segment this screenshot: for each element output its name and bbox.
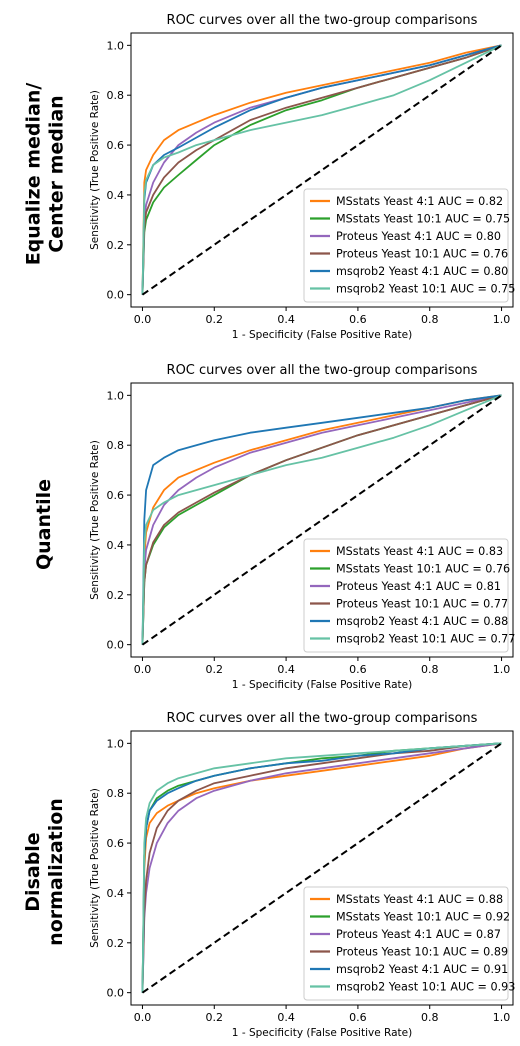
- roc-series-line: [141, 394, 502, 645]
- x-tick-label: 0.8: [421, 663, 439, 676]
- roc-series-line: [141, 394, 502, 645]
- legend-entry: msqrob2 Yeast 4:1 AUC = 0.80: [336, 265, 508, 278]
- legend: MSstats Yeast 4:1 AUC = 0.83 MSstats Yeas…: [303, 538, 515, 653]
- legend-entry: msqrob2 Yeast 4:1 AUC = 0.88: [336, 615, 508, 628]
- legend-entry: MSstats Yeast 4:1 AUC = 0.88: [336, 893, 503, 906]
- y-tick-label: 0.4: [107, 887, 125, 900]
- y-tick-label: 0.2: [107, 239, 125, 252]
- y-tick-label: 0.0: [107, 289, 125, 302]
- legend-entry: MSstats Yeast 4:1 AUC = 0.82: [336, 195, 503, 208]
- legend-entry: msqrob2 Yeast 10:1 AUC = 0.75: [336, 283, 515, 296]
- chart-title: ROC curves over all the two-group compar…: [167, 711, 478, 726]
- x-axis-label: 1 - Specificity (False Positive Rate): [232, 679, 412, 691]
- roc-series-line: [141, 44, 502, 295]
- roc-series-line: [141, 742, 502, 993]
- diagonal-reference-line: [141, 742, 503, 994]
- legend: MSstats Yeast 4:1 AUC = 0.88 MSstats Yeas…: [303, 886, 515, 1001]
- roc-series-line: [141, 394, 502, 645]
- legend-entry: msqrob2 Yeast 10:1 AUC = 0.93: [336, 981, 515, 994]
- roc-chart: ROC curves over all the two-group compar…: [89, 711, 515, 1039]
- chart-title: ROC curves over all the two-group compar…: [167, 363, 478, 378]
- y-tick-label: 0.8: [107, 89, 125, 102]
- roc-panel-3: Disable normalization ROC curves over all…: [0, 698, 520, 1046]
- axes-frame: [130, 730, 514, 1006]
- roc-chart: ROC curves over all the two-group compar…: [89, 363, 515, 691]
- y-tick-label: 0.6: [107, 489, 125, 502]
- x-tick-label: 1.0: [493, 313, 511, 326]
- roc-series-line: [141, 394, 502, 645]
- legend-box: [303, 188, 509, 303]
- roc-panel-2: Quantile ROC curves over all the two-grou…: [0, 350, 520, 698]
- y-axis-label: Sensitivity (True Positive Rate): [89, 90, 101, 250]
- y-tick-label: 0.4: [107, 189, 125, 202]
- x-tick-label: 0.4: [277, 1011, 295, 1024]
- y-tick-label: 0.0: [107, 987, 125, 1000]
- x-tick-label: 0.8: [421, 1011, 439, 1024]
- legend-entry: msqrob2 Yeast 4:1 AUC = 0.91: [336, 963, 508, 976]
- diagonal-reference-line: [141, 44, 503, 296]
- x-tick-label: 0.0: [134, 663, 152, 676]
- x-tick-label: 0.0: [134, 1011, 152, 1024]
- roc-series-line: [141, 742, 502, 993]
- roc-series-line: [141, 742, 502, 993]
- x-axis-label: 1 - Specificity (False Positive Rate): [232, 329, 412, 341]
- roc-series-line: [141, 44, 502, 295]
- legend-entry: MSstats Yeast 4:1 AUC = 0.83: [336, 545, 503, 558]
- x-tick-label: 0.8: [421, 313, 439, 326]
- roc-series-line: [141, 742, 502, 993]
- x-tick-label: 0.6: [349, 663, 367, 676]
- axes-frame: [130, 382, 514, 658]
- chart-title: ROC curves over all the two-group compar…: [167, 13, 478, 28]
- legend-entry: MSstats Yeast 10:1 AUC = 0.92: [336, 911, 510, 924]
- y-tick-label: 0.2: [107, 589, 125, 602]
- legend-box: [303, 886, 509, 1001]
- x-tick-label: 0.0: [134, 313, 152, 326]
- x-tick-label: 0.4: [277, 663, 295, 676]
- x-tick-label: 0.2: [206, 313, 224, 326]
- x-tick-label: 0.6: [349, 1011, 367, 1024]
- x-tick-label: 0.4: [277, 313, 295, 326]
- x-tick-label: 0.2: [206, 663, 224, 676]
- y-tick-label: 0.0: [107, 639, 125, 652]
- y-tick-label: 0.8: [107, 787, 125, 800]
- y-axis-label: Sensitivity (True Positive Rate): [89, 440, 101, 600]
- y-tick-label: 1.0: [107, 389, 125, 402]
- y-tick-label: 1.0: [107, 737, 125, 750]
- x-tick-label: 0.6: [349, 313, 367, 326]
- y-tick-label: 0.2: [107, 937, 125, 950]
- roc-series-line: [141, 394, 502, 645]
- y-tick-label: 0.6: [107, 139, 125, 152]
- legend-entry: Proteus Yeast 4:1 AUC = 0.87: [336, 928, 501, 941]
- roc-panel-1: Equalize median/ Center median ROC curves…: [0, 0, 520, 348]
- legend-entry: msqrob2 Yeast 10:1 AUC = 0.77: [336, 633, 515, 646]
- y-tick-label: 0.6: [107, 837, 125, 850]
- y-tick-label: 0.4: [107, 539, 125, 552]
- roc-chart: ROC curves over all the two-group compar…: [89, 13, 515, 341]
- axes-frame: [130, 32, 514, 308]
- x-axis-label: 1 - Specificity (False Positive Rate): [232, 1027, 412, 1039]
- x-tick-label: 0.2: [206, 1011, 224, 1024]
- legend-entry: MSstats Yeast 10:1 AUC = 0.75: [336, 213, 510, 226]
- roc-series-line: [141, 44, 502, 295]
- legend-entry: Proteus Yeast 10:1 AUC = 0.89: [336, 946, 508, 959]
- legend-entry: Proteus Yeast 10:1 AUC = 0.77: [336, 598, 508, 611]
- x-tick-label: 1.0: [493, 1011, 511, 1024]
- legend-entry: MSstats Yeast 10:1 AUC = 0.76: [336, 563, 510, 576]
- legend-entry: Proteus Yeast 4:1 AUC = 0.80: [336, 230, 501, 243]
- legend-box: [303, 538, 509, 653]
- legend-entry: Proteus Yeast 10:1 AUC = 0.76: [336, 248, 508, 261]
- y-tick-label: 1.0: [107, 39, 125, 52]
- y-axis-label: Sensitivity (True Positive Rate): [89, 788, 101, 948]
- legend: MSstats Yeast 4:1 AUC = 0.82 MSstats Yeas…: [303, 188, 515, 303]
- diagonal-reference-line: [141, 394, 503, 646]
- y-tick-label: 0.8: [107, 439, 125, 452]
- legend-entry: Proteus Yeast 4:1 AUC = 0.81: [336, 580, 501, 593]
- x-tick-label: 1.0: [493, 663, 511, 676]
